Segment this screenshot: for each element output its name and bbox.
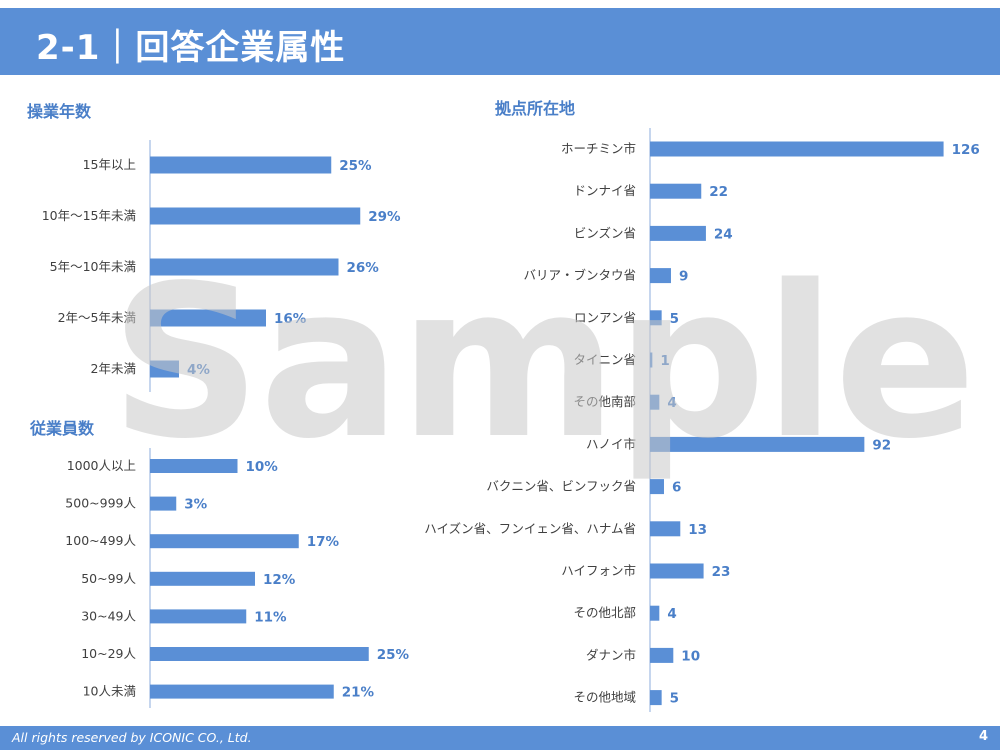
locations-bar: [650, 394, 660, 410]
locations-bar: [650, 352, 653, 368]
years-bar: [150, 258, 339, 276]
page-number: 4: [978, 729, 988, 744]
locations-category-label: ハノイ市: [586, 436, 636, 451]
employees-bar: [150, 647, 369, 661]
years-value-label: 4%: [187, 362, 210, 378]
locations-bar: [650, 647, 674, 663]
employees-category-label: 10人未満: [83, 684, 136, 699]
locations-bar: [650, 563, 704, 579]
employees-value-label: 25%: [377, 647, 410, 663]
employees-bar: [150, 534, 299, 549]
employees-chart-title: 従業員数: [30, 419, 95, 438]
locations-category-label: ロンアン省: [574, 310, 636, 325]
years-category-label: 10年～15年未満: [42, 208, 136, 223]
years-value-label: 16%: [274, 311, 307, 327]
years-bar: [150, 309, 266, 327]
page-title: 2-1｜回答企業属性: [36, 28, 346, 68]
locations-bar: [650, 183, 702, 199]
locations-value-label: 126: [952, 142, 980, 158]
years-bar: [150, 156, 332, 174]
locations-category-label: ハイフォン市: [561, 563, 636, 578]
locations-value-label: 4: [667, 395, 676, 411]
employees-category-label: 100~499人: [65, 533, 136, 548]
locations-value-label: 23: [712, 564, 731, 580]
locations-category-label: その他南部: [573, 394, 636, 409]
years-value-label: 29%: [368, 209, 401, 225]
locations-value-label: 5: [670, 691, 679, 707]
employees-category-label: 30~49人: [81, 608, 136, 623]
locations-bar: [650, 479, 664, 495]
employees-value-label: 12%: [263, 572, 296, 588]
employees-bar: [150, 609, 247, 624]
employees-value-label: 21%: [342, 685, 375, 701]
locations-value-label: 1: [660, 353, 669, 369]
employees-value-label: 10%: [246, 459, 279, 475]
locations-category-label: ダナン市: [586, 647, 636, 662]
years-bar: [150, 207, 361, 225]
locations-category-label: ハイズン省、フンイェン省、ハナム省: [424, 521, 636, 536]
locations-category-label: その他地域: [573, 690, 636, 705]
employees-category-label: 500~999人: [65, 496, 136, 511]
employees-value-label: 11%: [254, 609, 287, 625]
locations-bar: [650, 605, 660, 621]
locations-value-label: 4: [667, 606, 676, 622]
locations-value-label: 22: [709, 184, 728, 200]
locations-value-label: 5: [670, 311, 679, 327]
years-value-label: 26%: [347, 260, 380, 276]
header-bar: 2-1｜回答企業属性: [0, 8, 1000, 75]
years-category-label: 2年～5年未満: [58, 310, 136, 325]
locations-category-label: その他北部: [573, 605, 636, 620]
years-category-label: 5年～10年未満: [50, 259, 136, 274]
locations-category-label: ホーチミン市: [561, 141, 636, 156]
years-category-label: 15年以上: [83, 157, 136, 172]
locations-value-label: 92: [872, 437, 891, 453]
locations-bar: [650, 268, 671, 284]
locations-value-label: 24: [714, 226, 733, 242]
locations-category-label: バリア・ブンタウ省: [523, 268, 636, 283]
employees-category-label: 50~99人: [81, 571, 136, 586]
years-category-label: 2年未満: [91, 361, 136, 376]
locations-bar: [650, 310, 662, 326]
locations-bar: [650, 141, 944, 157]
employees-bar: [150, 684, 334, 699]
locations-category-label: タイニン省: [573, 352, 636, 367]
locations-category-label: バクニン省、ビンフック省: [486, 479, 636, 494]
employees-bar: [150, 496, 177, 511]
locations-chart-title: 拠点所在地: [495, 99, 576, 118]
copyright-text: All rights reserved by ICONIC CO., Ltd.: [12, 730, 252, 745]
employees-category-label: 1000人以上: [67, 458, 136, 473]
locations-category-label: ドンナイ省: [573, 183, 636, 198]
employees-value-label: 3%: [184, 497, 207, 513]
years-chart-title: 操業年数: [27, 102, 92, 121]
locations-category-label: ビンズン省: [574, 225, 636, 240]
locations-bar: [650, 436, 865, 452]
locations-value-label: 6: [672, 480, 681, 496]
locations-bar: [650, 225, 706, 241]
employees-bar: [150, 459, 238, 473]
locations-value-label: 13: [688, 522, 707, 538]
employees-category-label: 10~29人: [81, 646, 136, 661]
footer-bar: All rights reserved by ICONIC CO., Ltd. …: [0, 726, 1000, 750]
locations-value-label: 10: [681, 648, 700, 664]
employees-value-label: 17%: [307, 534, 340, 550]
locations-bar: [650, 521, 681, 537]
years-value-label: 25%: [339, 158, 372, 174]
years-bar: [150, 360, 179, 378]
employees-bar: [150, 571, 255, 586]
locations-bar: [650, 690, 662, 706]
locations-value-label: 9: [679, 269, 688, 285]
